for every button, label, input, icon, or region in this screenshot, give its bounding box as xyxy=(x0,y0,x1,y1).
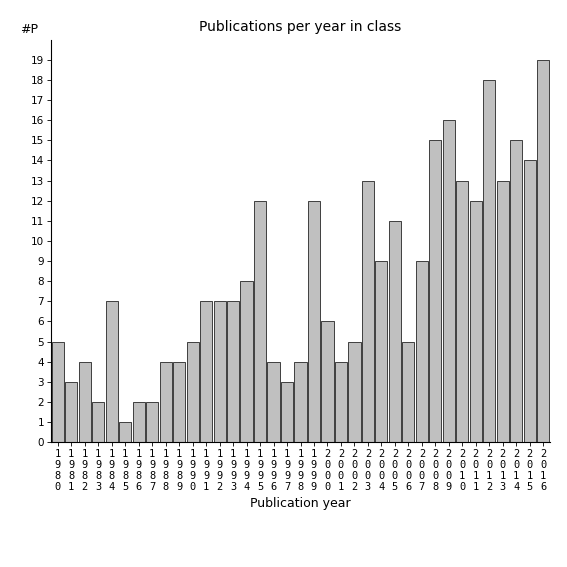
Bar xyxy=(146,402,158,442)
Bar xyxy=(159,362,172,442)
Bar xyxy=(79,362,91,442)
Bar xyxy=(524,160,536,442)
Bar xyxy=(483,80,496,442)
X-axis label: Publication year: Publication year xyxy=(250,497,351,510)
Bar xyxy=(92,402,104,442)
Bar xyxy=(335,362,347,442)
Bar xyxy=(510,141,522,442)
Bar xyxy=(497,180,509,442)
Bar xyxy=(443,120,455,442)
Bar xyxy=(227,302,239,442)
Bar xyxy=(403,341,414,442)
Bar xyxy=(348,341,361,442)
Bar xyxy=(456,180,468,442)
Bar xyxy=(214,302,226,442)
Bar xyxy=(294,362,307,442)
Bar xyxy=(321,321,333,442)
Bar xyxy=(65,382,77,442)
Y-axis label: #P: #P xyxy=(20,23,37,36)
Bar xyxy=(429,141,442,442)
Bar xyxy=(254,201,266,442)
Bar xyxy=(416,261,428,442)
Bar xyxy=(281,382,293,442)
Bar xyxy=(240,281,253,442)
Bar xyxy=(308,201,320,442)
Bar xyxy=(375,261,387,442)
Bar xyxy=(119,422,132,442)
Bar xyxy=(173,362,185,442)
Title: Publications per year in class: Publications per year in class xyxy=(200,20,401,35)
Bar xyxy=(362,180,374,442)
Bar xyxy=(200,302,212,442)
Bar xyxy=(133,402,145,442)
Bar xyxy=(389,221,401,442)
Bar xyxy=(268,362,280,442)
Bar xyxy=(187,341,198,442)
Bar xyxy=(52,341,64,442)
Bar xyxy=(469,201,482,442)
Bar xyxy=(105,302,118,442)
Bar xyxy=(537,60,549,442)
